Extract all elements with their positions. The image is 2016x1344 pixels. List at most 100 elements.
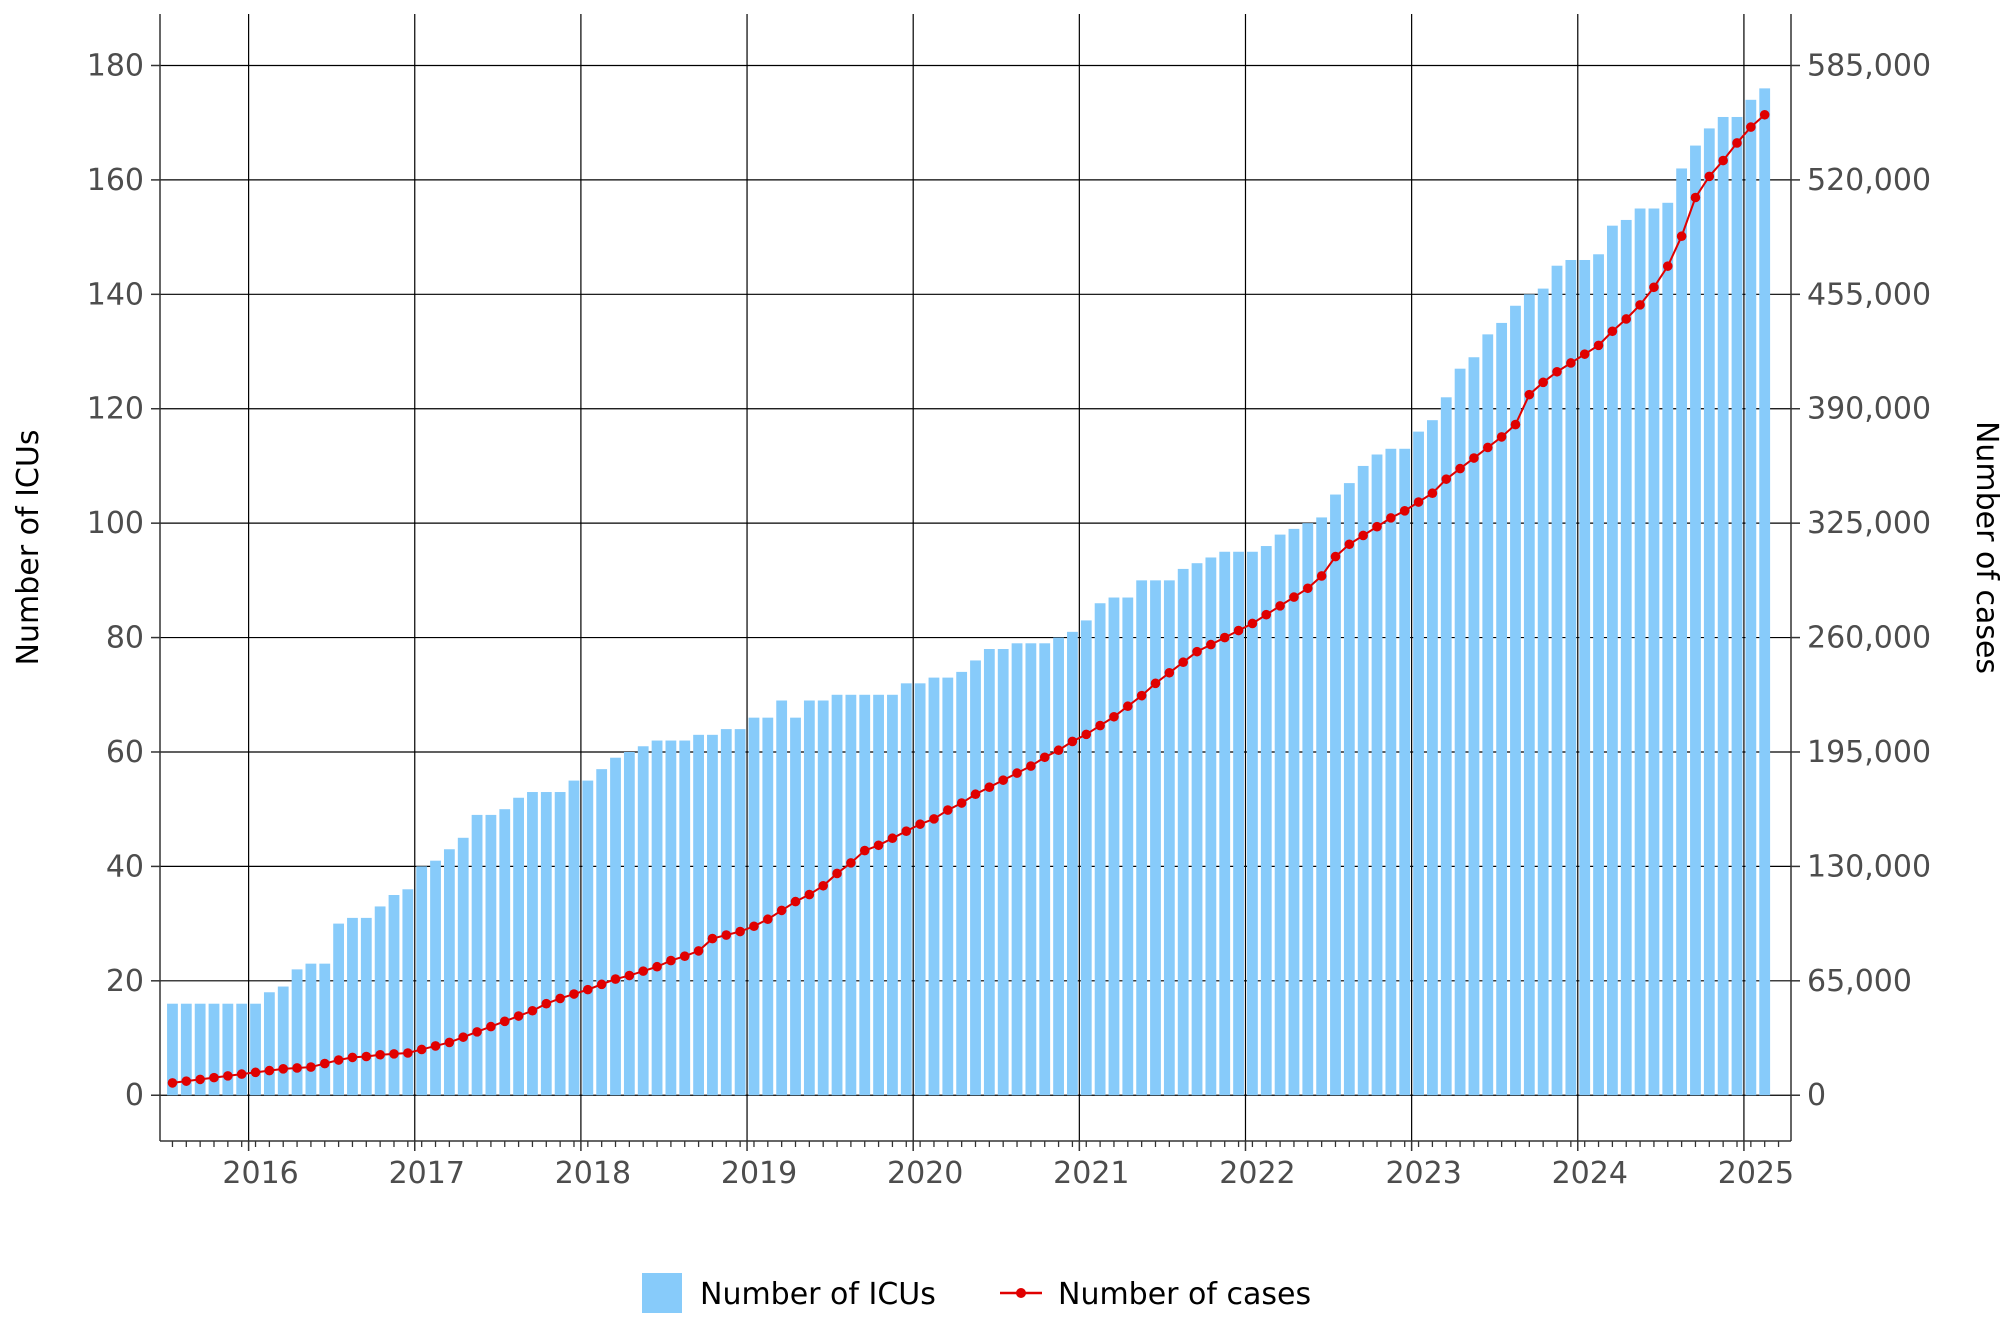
- cases-point-104: [1607, 326, 1618, 337]
- cases-point-98: [1524, 389, 1535, 400]
- cases-point-27: [541, 998, 552, 1009]
- bar-99: [1537, 288, 1549, 1096]
- bar-78: [1247, 551, 1258, 1096]
- y-tick-label-7: 140: [87, 277, 144, 312]
- bar-32: [610, 757, 621, 1096]
- bar-22: [471, 814, 483, 1096]
- bar-105: [1620, 219, 1632, 1096]
- cases-point-55: [929, 814, 939, 824]
- cases-point-51: [873, 840, 884, 851]
- legend-label-cases: Number of cases: [1058, 1277, 1311, 1312]
- cases-point-101: [1566, 358, 1576, 368]
- bar-77: [1233, 551, 1244, 1096]
- y2-tick-label-3: 195,000: [1807, 735, 1931, 770]
- cases-point-32: [610, 974, 621, 984]
- cases-point-53: [901, 826, 912, 836]
- bar-104: [1606, 225, 1618, 1096]
- bar-63: [1039, 643, 1051, 1096]
- cases-point-109: [1676, 231, 1687, 242]
- bar-69: [1122, 597, 1134, 1096]
- cases-point-68: [1109, 711, 1119, 722]
- cases-point-99: [1538, 377, 1548, 388]
- cases-point-9: [292, 1063, 302, 1073]
- cases-point-78: [1247, 618, 1258, 629]
- bar-48: [831, 694, 843, 1096]
- bar-98: [1523, 294, 1535, 1096]
- cases-point-111: [1704, 171, 1715, 182]
- cases-point-46: [804, 889, 815, 900]
- bar-92: [1440, 397, 1452, 1096]
- cases-point-29: [569, 989, 579, 999]
- bar-29: [568, 780, 580, 1096]
- bar-100: [1551, 265, 1563, 1096]
- cases-point-13: [347, 1052, 358, 1063]
- cases-point-85: [1344, 539, 1355, 550]
- x-tick-label-2025: 2025: [1718, 1156, 1794, 1191]
- cases-point-11: [319, 1058, 330, 1069]
- bar-106: [1634, 208, 1646, 1096]
- bar-13: [347, 917, 358, 1096]
- cases-point-18: [416, 1044, 427, 1055]
- bar-49: [845, 694, 857, 1096]
- bar-8: [277, 986, 289, 1096]
- y2-tick-label-4: 260,000: [1807, 621, 1931, 656]
- bar-24: [499, 809, 511, 1096]
- bar-51: [873, 694, 884, 1096]
- y-tick-label-6: 120: [87, 392, 144, 427]
- cases-point-64: [1053, 745, 1064, 756]
- bar-70: [1136, 580, 1148, 1096]
- cases-point-21: [458, 1032, 469, 1042]
- cases-point-47: [818, 880, 828, 891]
- cases-point-87: [1372, 521, 1382, 532]
- bar-9: [291, 969, 303, 1096]
- cases-point-67: [1095, 720, 1105, 731]
- cases-point-72: [1164, 667, 1175, 678]
- y2-tick-label-5: 325,000: [1807, 506, 1931, 541]
- cases-point-77: [1233, 625, 1244, 636]
- bar-0: [167, 1003, 178, 1096]
- cases-point-34: [638, 966, 649, 976]
- cases-point-102: [1579, 349, 1590, 359]
- cases-point-73: [1178, 657, 1188, 668]
- y-tick-label-2: 40: [106, 849, 144, 884]
- bar-72: [1163, 580, 1175, 1096]
- bar-64: [1053, 637, 1064, 1096]
- y-tick-label-0: 0: [125, 1078, 144, 1113]
- cases-point-3: [209, 1072, 219, 1083]
- cases-point-88: [1386, 513, 1396, 523]
- bar-114: [1745, 99, 1757, 1096]
- bar-95: [1482, 334, 1494, 1096]
- bar-11: [319, 963, 331, 1096]
- bar-109: [1676, 168, 1688, 1096]
- legend-key-cases-dot: [1016, 1288, 1026, 1298]
- bar-82: [1302, 523, 1314, 1096]
- grid-layer: [160, 14, 1791, 1141]
- x-tick-label-2024: 2024: [1552, 1156, 1628, 1191]
- bar-26: [527, 792, 538, 1096]
- bar-23: [485, 814, 497, 1096]
- cases-point-36: [666, 955, 676, 966]
- bar-86: [1357, 465, 1369, 1096]
- y2-tick-label-6: 390,000: [1807, 392, 1931, 427]
- bar-47: [817, 700, 829, 1096]
- bar-43: [762, 717, 774, 1096]
- cases-point-66: [1081, 729, 1092, 740]
- bar-85: [1343, 483, 1355, 1096]
- cases-point-92: [1441, 474, 1452, 484]
- y-tick-label-3: 60: [106, 735, 144, 770]
- cases-point-10: [306, 1062, 316, 1072]
- bar-35: [651, 740, 663, 1096]
- labels-layer: Number of ICUs Number of cases: [11, 421, 2004, 674]
- cases-point-108: [1662, 261, 1673, 271]
- bar-15: [374, 906, 386, 1096]
- cases-point-69: [1123, 701, 1133, 712]
- cases-point-106: [1635, 300, 1645, 310]
- bar-90: [1413, 431, 1424, 1096]
- bar-74: [1191, 563, 1203, 1096]
- cases-point-89: [1399, 506, 1410, 516]
- bar-68: [1108, 597, 1120, 1096]
- bar-31: [596, 769, 608, 1096]
- y-tick-label-5: 100: [87, 506, 144, 541]
- bar-89: [1399, 448, 1411, 1096]
- bar-37: [679, 740, 691, 1096]
